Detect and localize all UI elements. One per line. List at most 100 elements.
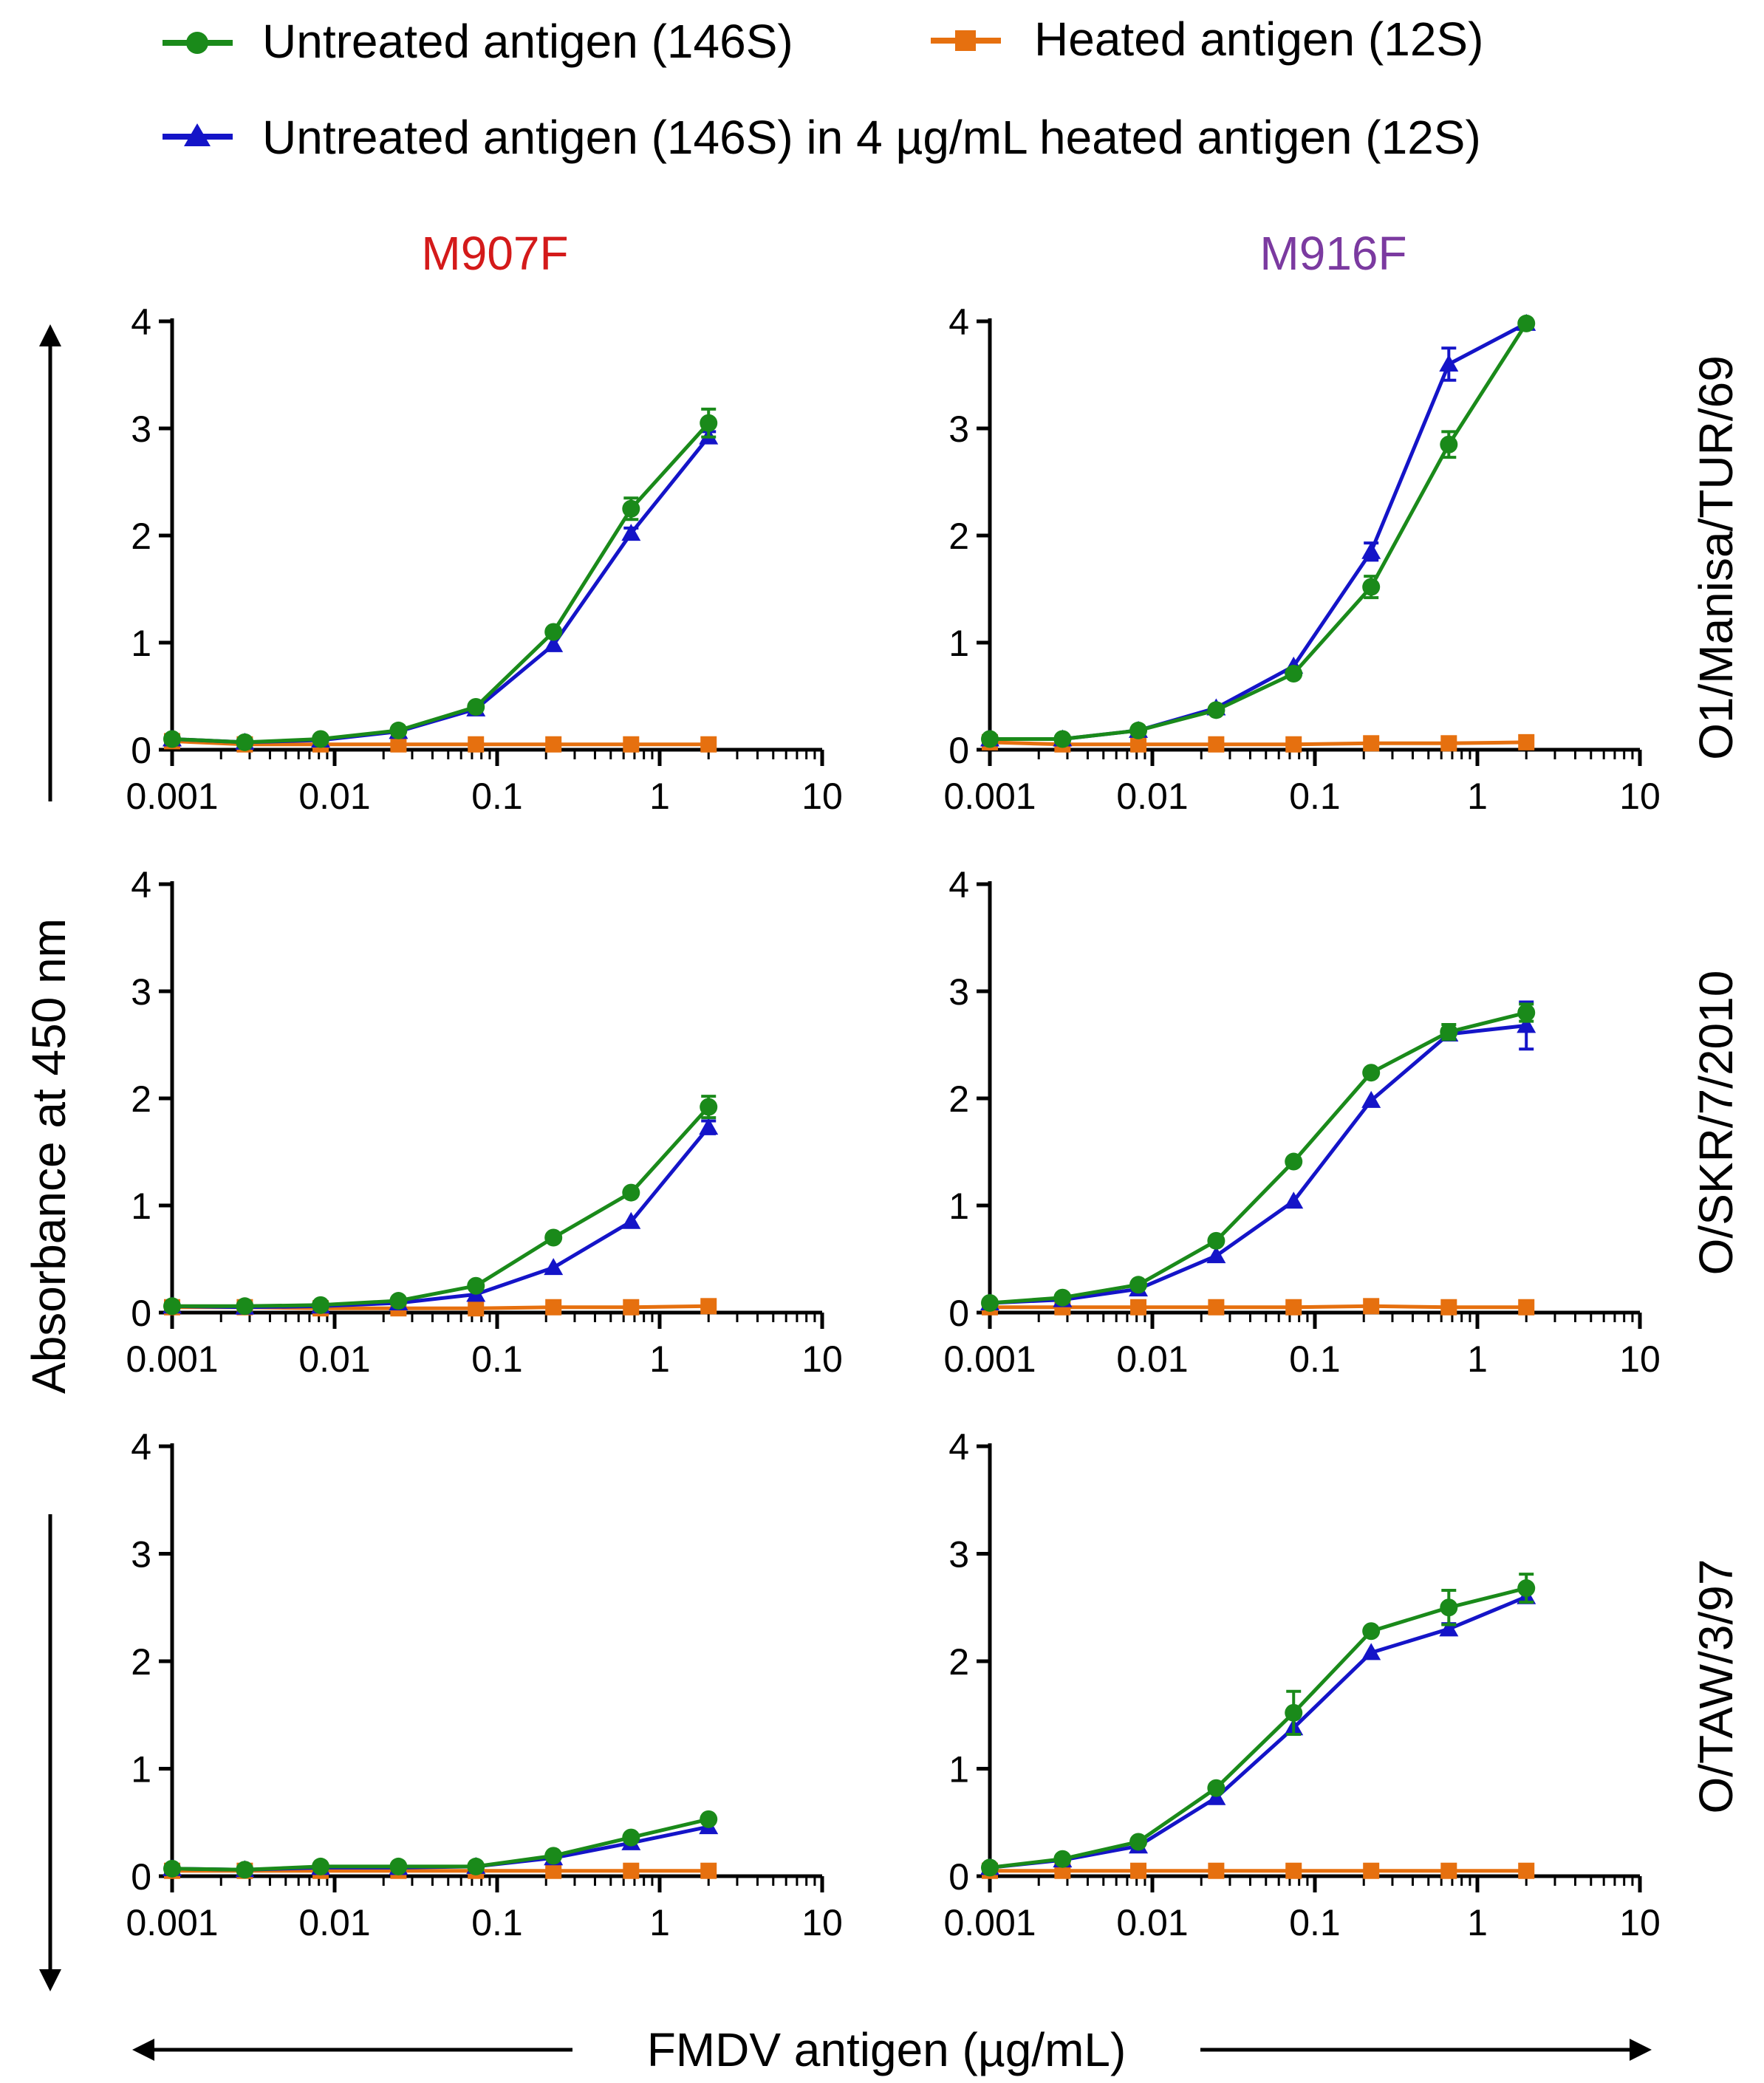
y-tick-label: 1 [948, 1186, 969, 1227]
data-point-mixed [544, 635, 564, 652]
triangle-marker-icon [184, 123, 211, 146]
x-tick-label: 0.01 [1116, 1338, 1188, 1380]
y-tick-label: 4 [948, 864, 969, 906]
data-point-untreated [981, 1858, 999, 1877]
y-tick-label: 0 [131, 1856, 151, 1898]
x-tick-label: 10 [801, 776, 843, 817]
data-point-heated [1440, 1299, 1457, 1316]
x-tick-label: 1 [1467, 1338, 1488, 1380]
data-point-heated [390, 736, 407, 753]
x-tick-label: 10 [801, 1902, 843, 1943]
data-point-heated [1440, 1862, 1457, 1879]
data-point-untreated [1362, 1064, 1381, 1082]
data-point-untreated [312, 1296, 330, 1314]
x-tick-label: 10 [1619, 1338, 1661, 1380]
series-line-heated [171, 739, 709, 747]
y-tick-label: 0 [948, 730, 969, 771]
column-title-m907f: M907F [421, 227, 568, 280]
panel-manisa-m907f: 0 1 2 3 4 0.001 0.01 0.1 1 10 [126, 301, 842, 817]
data-point-untreated [1129, 1833, 1148, 1851]
data-point-untreated [163, 1297, 181, 1316]
x-tick-label: 0.01 [298, 1338, 370, 1380]
data-point-untreated [1517, 1004, 1536, 1022]
data-point-untreated [389, 1857, 408, 1875]
x-tick-label: 0.001 [126, 1902, 218, 1943]
y-tick-label: 0 [131, 730, 151, 771]
data-point-untreated [622, 1828, 640, 1847]
x-tick-label: 0.1 [1289, 776, 1341, 817]
data-point-heated [1440, 735, 1457, 752]
data-point-mixed [699, 1118, 719, 1135]
x-tick-label: 0.1 [1289, 1902, 1341, 1943]
legend-label-mixed: Untreated antigen (146S) in 4 µg/mL heat… [262, 111, 1481, 164]
series-line-mixed [171, 436, 711, 745]
series-line-untreated [171, 422, 711, 745]
data-point-untreated [981, 730, 999, 748]
data-point-heated [1130, 1862, 1147, 1879]
data-point-untreated [1285, 1152, 1303, 1171]
legend-label-untreated: Untreated antigen (146S) [262, 15, 793, 68]
data-point-untreated [1362, 1622, 1381, 1641]
x-axis-label: FMDV antigen (µg/mL) [647, 2023, 1127, 2076]
y-tick-label: 2 [948, 1641, 969, 1683]
series-line-untreated [172, 1105, 711, 1308]
circle-marker-icon [186, 32, 208, 54]
x-tick-label: 0.001 [943, 1338, 1036, 1380]
y-tick-label: 1 [131, 623, 151, 664]
data-point-untreated [1285, 665, 1303, 683]
data-point-heated [1208, 736, 1225, 753]
data-point-untreated [163, 1859, 181, 1878]
legend-entry-heated: Heated antigen (12S) [931, 13, 1483, 66]
x-tick-label: 10 [1619, 1902, 1661, 1943]
data-point-untreated [312, 730, 330, 748]
x-tick-label: 0.001 [126, 776, 218, 817]
row-title-taw: O/TAW/3/97 [1689, 1559, 1743, 1814]
series-line-untreated [989, 1010, 1527, 1305]
data-point-untreated [236, 733, 254, 751]
y-tick-label: 4 [131, 864, 151, 906]
data-point-untreated [1129, 721, 1148, 739]
series-line-heated [990, 1304, 1527, 1310]
y-tick-label: 3 [948, 408, 969, 450]
data-point-heated [1363, 1862, 1380, 1879]
x-tick-label: 10 [801, 1338, 843, 1380]
data-point-mixed [1439, 1619, 1459, 1637]
data-point-heated [1130, 1299, 1147, 1316]
y-tick-label: 3 [948, 1534, 969, 1576]
data-point-untreated [1129, 1276, 1148, 1294]
x-tick-label: 1 [649, 1338, 670, 1380]
y-tick-label: 3 [948, 971, 969, 1013]
y-tick-label: 3 [131, 1534, 151, 1576]
y-axis-label: Absorbance at 450 nm [22, 918, 75, 1394]
x-tick-label: 0.01 [1116, 776, 1188, 817]
series-line-untreated [990, 322, 1528, 741]
x-tick-label: 0.001 [943, 1902, 1036, 1943]
x-tick-label: 0.01 [298, 1902, 370, 1943]
data-point-untreated [389, 1292, 408, 1310]
data-point-mixed [1284, 1191, 1304, 1209]
y-tick-label: 4 [131, 301, 151, 343]
data-point-mixed [1517, 1016, 1536, 1033]
data-point-mixed [1361, 1643, 1381, 1660]
series-line-mixed [989, 1595, 1528, 1870]
data-point-untreated [312, 1857, 330, 1875]
x-tick-label: 1 [649, 1902, 670, 1943]
data-point-untreated [1440, 1598, 1458, 1617]
data-point-untreated [1440, 1023, 1458, 1042]
panel-manisa-m916f: 0 1 2 3 4 0.001 0.01 0.1 1 10 [943, 301, 1660, 817]
y-tick-label: 2 [131, 1641, 151, 1683]
y-tick-label: 0 [131, 1293, 151, 1334]
data-point-heated [468, 1300, 485, 1317]
y-tick-label: 3 [131, 408, 151, 450]
data-point-untreated [700, 1810, 718, 1828]
data-point-untreated [1053, 1288, 1072, 1307]
row-title-manisa: O1/Manisa/TUR/69 [1689, 355, 1743, 760]
y-tick-label: 2 [948, 1078, 969, 1120]
data-point-untreated [389, 721, 408, 739]
y-tick-label: 4 [948, 301, 969, 343]
data-point-mixed [621, 524, 641, 541]
data-point-heated [1363, 1298, 1380, 1315]
data-point-heated [623, 1299, 640, 1316]
data-point-untreated [1517, 1579, 1536, 1598]
data-point-heated [1130, 736, 1147, 753]
